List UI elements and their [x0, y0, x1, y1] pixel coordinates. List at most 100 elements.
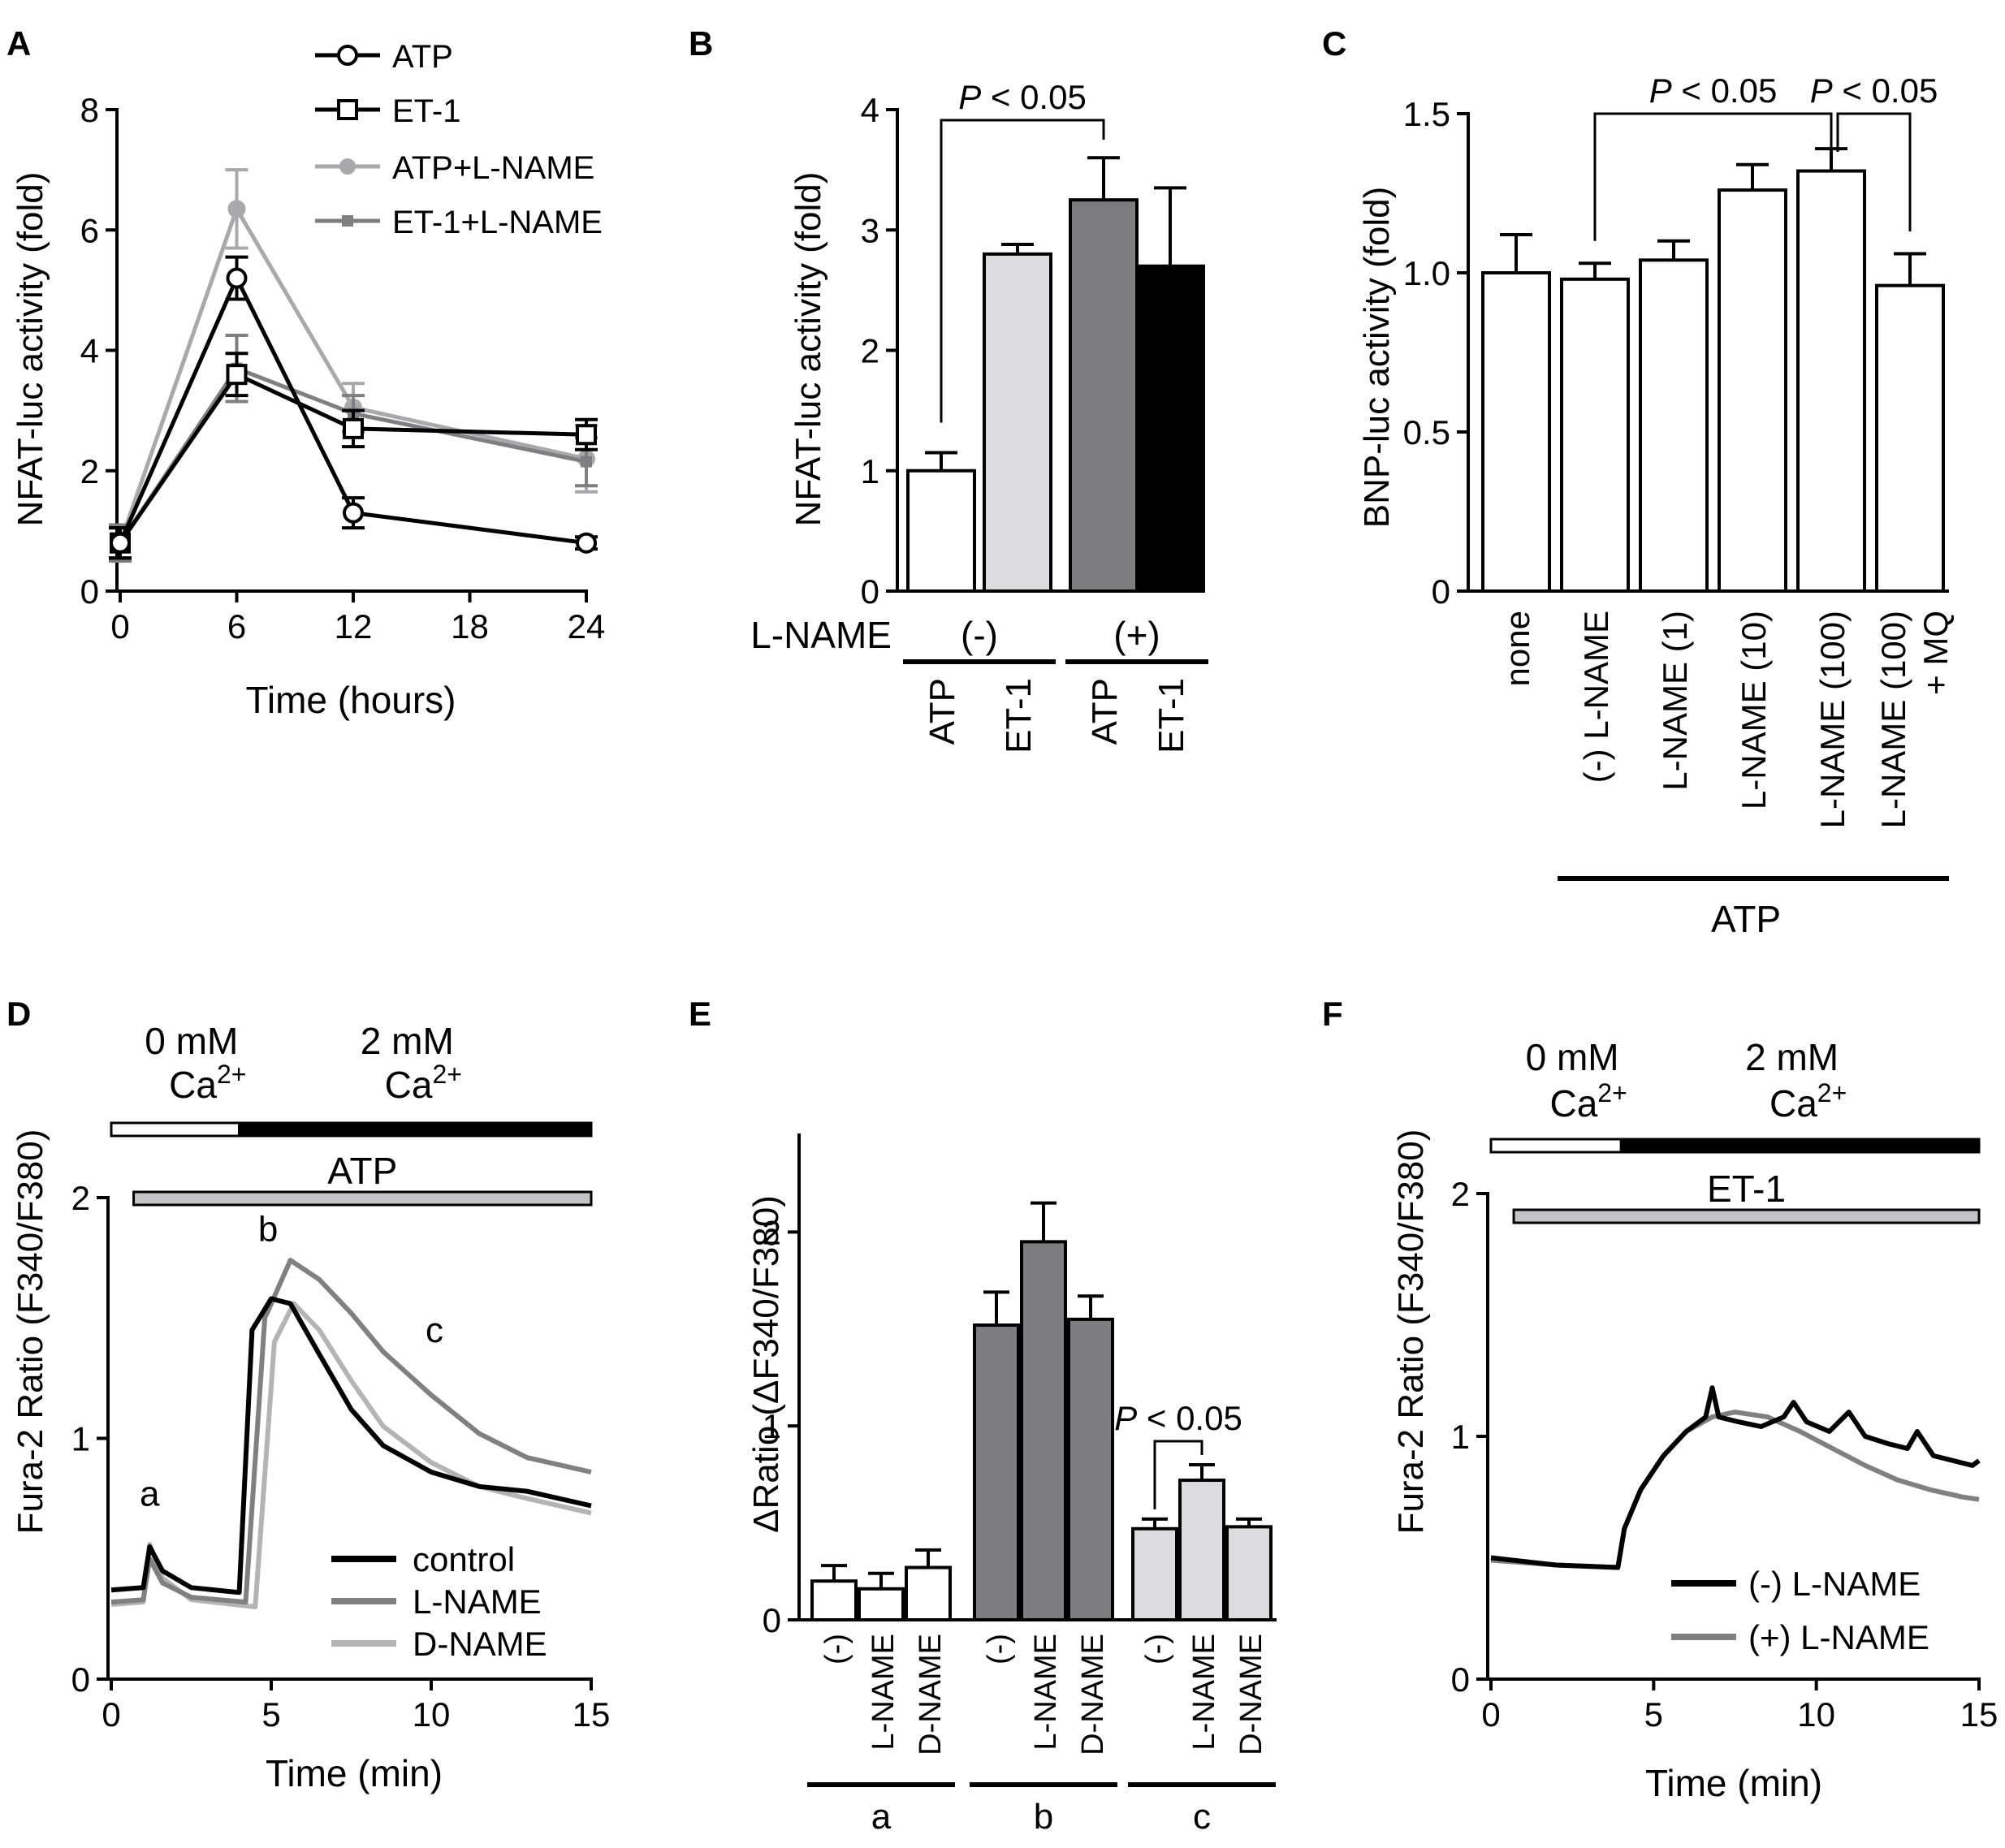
- panel-f-trace-1: [1490, 1410, 1980, 1570]
- panel-c-bar: [1560, 277, 1630, 593]
- panel-e-category-label: (-): [982, 1634, 1016, 1664]
- panel-d-agent-label: ATP: [327, 1150, 397, 1192]
- panel-a-point: [110, 532, 131, 554]
- panel-a-xlabel: Time (hours): [246, 679, 456, 721]
- panel-c-group-label: ATP: [1711, 898, 1781, 940]
- panel-f-y-tick-label: 0: [1451, 1660, 1470, 1699]
- panel-c-category-label: L-NAME (100): [1813, 611, 1852, 828]
- panel-letter-b: B: [689, 24, 713, 63]
- panel-e-bar: [1225, 1525, 1273, 1621]
- panel-c-category-label: L-NAME (100): [1874, 611, 1912, 828]
- panel-e-bar: [1020, 1240, 1067, 1621]
- panel-e-bar: [973, 1323, 1020, 1622]
- panel-b-bar: [983, 252, 1052, 593]
- panel-c-significance-2-bracket: [1836, 112, 1912, 232]
- panel-d-x-tick-label: 10: [413, 1695, 451, 1734]
- panel-f-zero-ca-bar: [1489, 1138, 1623, 1154]
- panel-a-legend-marker: [342, 215, 353, 227]
- panel-b-y-tick-label: 2: [861, 332, 879, 370]
- panel-a-series-line: [118, 371, 587, 545]
- panel-b-y-tick-label: 3: [861, 211, 879, 249]
- panel-c-bar: [1718, 188, 1787, 594]
- panel-c-y-tick-label: 0: [1432, 572, 1450, 611]
- panel-c-y-tick-label: 1.0: [1403, 254, 1450, 292]
- panel-a-point: [576, 424, 597, 446]
- panel-d-ca-label-1: Ca2+: [169, 1060, 246, 1106]
- panel-c-category-label: none: [1498, 611, 1536, 686]
- panel-d-y-tick-label: 0: [71, 1660, 90, 1699]
- panel-e-ylabel: ΔRatio (ΔF340/F380): [746, 1195, 786, 1533]
- panel-f-trace-0: [1490, 1385, 1981, 1570]
- panel-e-category-label: L-NAME: [866, 1634, 901, 1751]
- panel-c-chart: 0 0.5 1.0 1.5 P < 0.05 P < 0.05 none (-) L-NAME…: [1403, 71, 1955, 881]
- panel-a-legend-marker: [337, 45, 358, 66]
- panel-a-ylabel: NFAT-luc activity (fold): [11, 172, 50, 527]
- panel-letter-d: D: [6, 995, 31, 1033]
- panel-b-y-tick-label: 0: [861, 572, 879, 611]
- panel-d-zero-ca-label: 0 mM: [145, 1020, 238, 1062]
- panel-c-significance-1-bracket: [1593, 112, 1833, 241]
- panel-f-x-tick-label: 5: [1644, 1695, 1663, 1734]
- panel-a-series-line: [118, 204, 587, 544]
- panel-b-category-label: ATP: [923, 678, 962, 745]
- panel-a-x-tick-label: 6: [227, 607, 246, 646]
- panel-a-series-0: [109, 255, 598, 560]
- panel-c-bar: [1875, 283, 1945, 593]
- panel-a-y-tick-label: 8: [80, 91, 99, 129]
- panel-b-significance-label: P < 0.05: [958, 78, 1087, 116]
- panel-f-agent-label: ET-1: [1707, 1168, 1786, 1210]
- panel-e-group-label: b: [1034, 1797, 1053, 1837]
- panel-a-point: [581, 456, 592, 468]
- panel-e-y-tick-label: 2: [763, 1213, 781, 1251]
- panel-d-y-tick-label: 2: [71, 1179, 90, 1217]
- panel-c-category-label: + MQ: [1916, 611, 1955, 695]
- panel-a-y-tick-label: 2: [80, 452, 99, 490]
- panel-a-legend-marker: [337, 99, 358, 120]
- panel-e-y-tick-label: 1: [763, 1407, 781, 1445]
- panel-c-bar: [1639, 258, 1709, 593]
- panel-a-legend-label: ATP: [392, 39, 453, 75]
- panel-a-point: [343, 417, 364, 439]
- panel-e-category-label: (-): [1140, 1634, 1174, 1664]
- panel-letter-a: A: [6, 24, 31, 63]
- panel-d-y-tick-label: 1: [71, 1420, 90, 1458]
- panel-b-bar: [1069, 198, 1139, 593]
- panel-d-legend-label: control: [413, 1540, 515, 1578]
- panel-f-legend-label: (-) L-NAME: [1748, 1565, 1921, 1603]
- panel-a-legend-label: ET-1+L-NAME: [392, 205, 603, 240]
- panel-d-ca-label-2: Ca2+: [385, 1060, 462, 1106]
- panel-e-category-label: (-): [819, 1634, 853, 1664]
- panel-d-legend-label: L-NAME: [413, 1582, 542, 1621]
- panel-e-bar: [810, 1579, 858, 1621]
- panel-c-y-tick-label: 0.5: [1403, 413, 1450, 451]
- panel-a-point: [226, 267, 248, 289]
- panel-e-group-label: c: [1193, 1797, 1211, 1837]
- panel-b-group-label: (+): [1113, 614, 1160, 656]
- panel-c-category-label: L-NAME (10): [1735, 611, 1773, 810]
- panel-f-zero-ca-label: 0 mM: [1526, 1036, 1619, 1078]
- panel-a-x-tick-label: 12: [335, 607, 373, 646]
- panel-e-category-label: L-NAME: [1187, 1634, 1221, 1751]
- panel-a-x-tick-label: 24: [568, 607, 606, 646]
- panel-a-point: [343, 502, 364, 524]
- panel-e-bar: [858, 1587, 905, 1621]
- panel-c-significance-2-label: P < 0.05: [1810, 71, 1938, 110]
- panel-letter-e: E: [689, 995, 711, 1033]
- panel-d-zero-ca-bar: [110, 1121, 241, 1138]
- panel-f-x-tick-label: 10: [1797, 1695, 1835, 1734]
- panel-b-significance-bracket: [940, 119, 1105, 423]
- panel-a-legend-label: ET-1: [392, 93, 460, 129]
- panel-a-legend-marker: [339, 158, 356, 175]
- panel-d-ylabel: Fura-2 Ratio (F340/F380): [11, 1129, 50, 1535]
- panel-d-annotation: b: [258, 1209, 278, 1249]
- panel-a-series-line: [118, 273, 587, 546]
- panel-e-bar: [905, 1565, 952, 1622]
- panel-b-bar: [906, 468, 976, 593]
- panel-d-annotation: c: [426, 1310, 443, 1350]
- panel-d-xlabel: Time (min): [266, 1752, 443, 1794]
- panel-c-y-tick-label: 1.5: [1403, 95, 1450, 133]
- panel-f-two-ca-label: 2 mM: [1745, 1036, 1839, 1078]
- panel-d-agent-bar: [132, 1190, 593, 1207]
- panel-letter-f: F: [1322, 995, 1343, 1033]
